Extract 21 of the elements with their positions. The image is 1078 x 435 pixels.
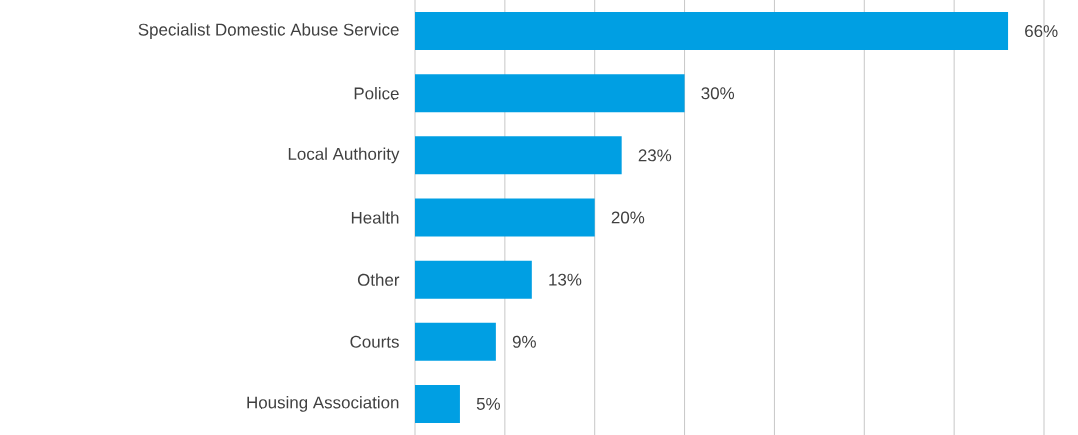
y-tick-label: Police: [354, 87, 399, 100]
bar: [415, 260, 532, 299]
data-label: 9%: [512, 335, 536, 348]
data-label: 30%: [701, 87, 735, 100]
y-tick-label: Other: [357, 273, 400, 286]
data-label: 66%: [1025, 25, 1058, 38]
bar: [415, 74, 685, 113]
bar: [415, 136, 622, 175]
y-tick-label: Housing Association: [247, 396, 399, 412]
data-label: 5%: [476, 397, 500, 410]
data-label: 23%: [638, 149, 672, 162]
bar: [415, 384, 460, 423]
y-tick-label: Local Authority: [288, 147, 400, 164]
y-tick-label: Specialist Domestic Abuse Service: [138, 23, 399, 39]
bar: [415, 322, 496, 361]
data-label: 13%: [549, 273, 582, 286]
bar: [415, 12, 1009, 51]
y-tick-label: Courts: [350, 335, 399, 348]
y-tick-label: Health: [351, 211, 399, 224]
bar: [415, 198, 595, 237]
data-label: 20%: [611, 211, 645, 224]
